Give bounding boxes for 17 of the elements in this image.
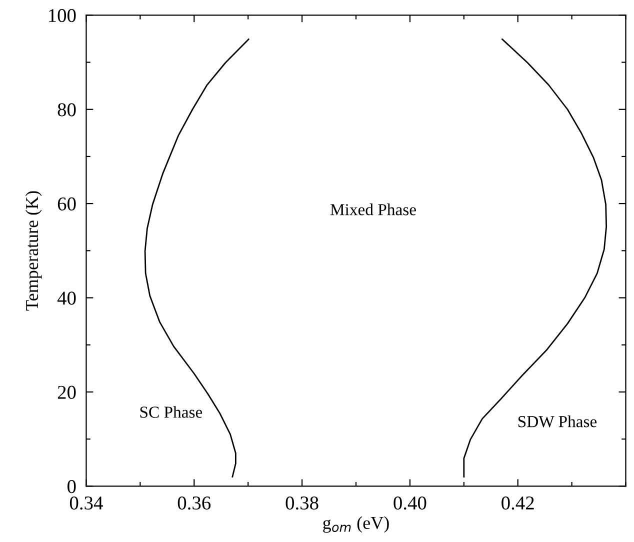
line-series: [463, 38, 608, 478]
y-axis-title: Temperature (K): [25, 191, 42, 311]
annotation: SC Phase: [140, 406, 202, 418]
x-axis-title: g$_{om}$ (eV): [323, 516, 389, 533]
y-tick-label: 40: [57, 292, 76, 305]
annotation: SDW Phase: [518, 416, 597, 428]
y-tick-label: 60: [58, 197, 76, 211]
x-tick-label: 0.34: [70, 496, 103, 510]
y-tick-label: 20: [58, 386, 76, 399]
x-tick-label: 0.42: [502, 496, 534, 510]
annotation: Mixed Phase: [330, 204, 416, 216]
x-tick-label: 0.38: [286, 496, 318, 510]
x-tick-label: 0.36: [178, 496, 211, 510]
y-tick-label: 0: [68, 480, 76, 494]
x-tick-label: 0.40: [394, 496, 426, 510]
y-tick-label: 80: [58, 103, 76, 116]
y-tick-label: 100: [49, 8, 76, 22]
